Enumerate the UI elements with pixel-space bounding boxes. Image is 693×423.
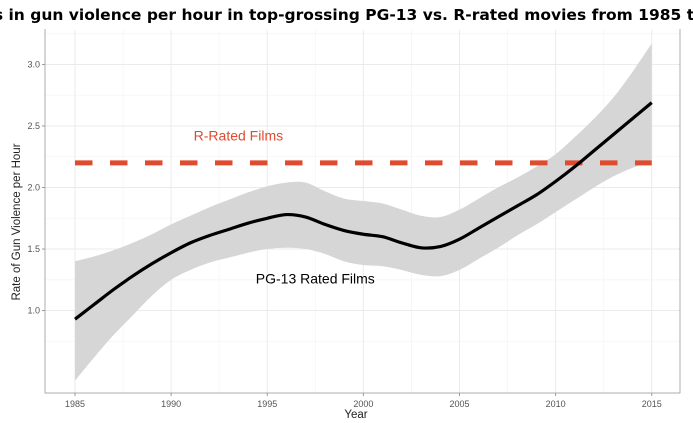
y-tick-label: 1.0 [27, 306, 40, 316]
tick-labels: 1985 1990 1995 2000 2005 2010 2015 1.0 1.5 2.0 2.5… [27, 59, 661, 409]
x-tick-label: 1995 [257, 399, 277, 409]
y-tick-label: 2.5 [27, 121, 40, 131]
axes [0, 0, 693, 394]
confidence-band-area [74, 43, 652, 381]
x-tick-label: 2010 [546, 399, 566, 409]
x-tick-label: 1985 [65, 399, 85, 409]
chart-title: Trends in gun violence per hour in top-g… [0, 6, 693, 24]
pg13-line [74, 101, 653, 321]
title-background [0, 0, 693, 29]
y-tick-label: 3.0 [27, 59, 40, 69]
annotation-r-rated: R-Rated Films [194, 128, 283, 144]
y-tick-label: 2.0 [27, 183, 40, 193]
y-axis-label: Rate of Gun Violence per Hour [11, 143, 23, 300]
series-lines [74, 101, 653, 321]
x-tick-label: 2005 [449, 399, 469, 409]
x-tick-label: 2015 [642, 399, 662, 409]
x-tick-label: 1990 [161, 399, 181, 409]
y-tick-label: 1.5 [27, 244, 40, 254]
annotation-pg13: PG-13 Rated Films [256, 270, 375, 286]
x-axis-label: Year [344, 409, 367, 421]
x-tick-label: 2000 [353, 399, 373, 409]
confidence-band [74, 43, 652, 381]
panel-border [44, 0, 681, 394]
